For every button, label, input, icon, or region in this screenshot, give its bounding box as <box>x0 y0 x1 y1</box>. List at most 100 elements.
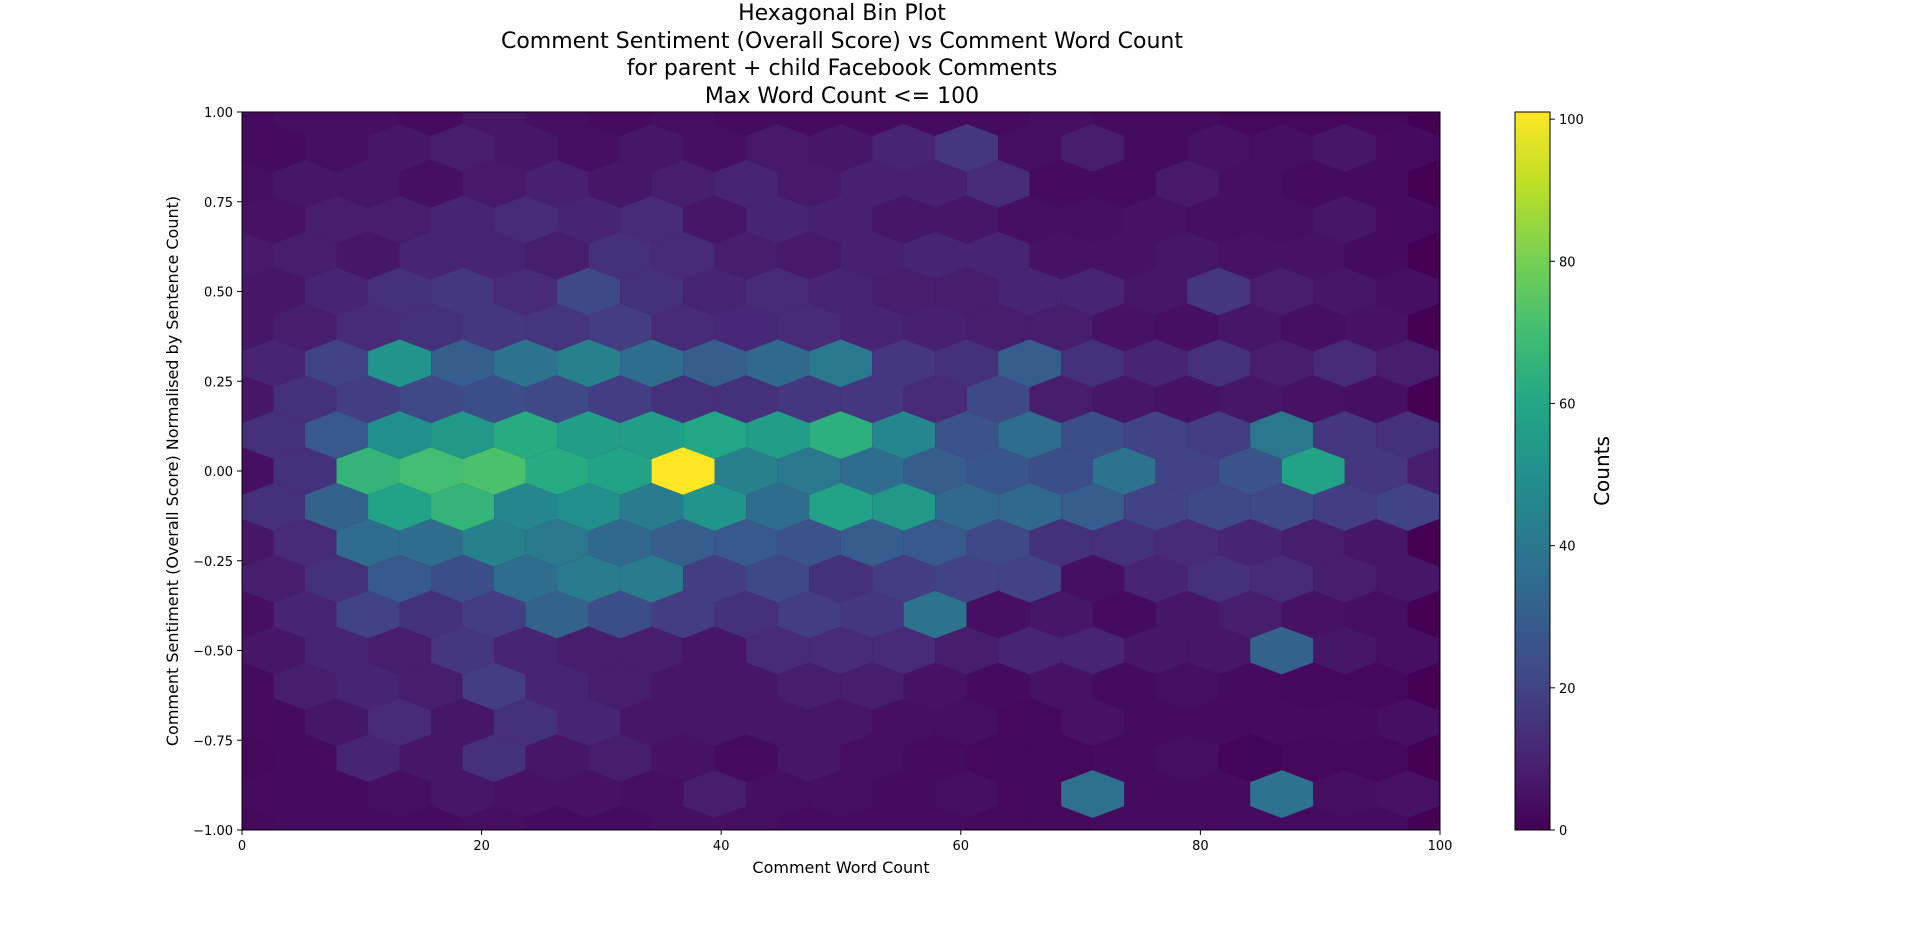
hex-bin-half-r9-c12 <box>998 770 1062 819</box>
hex-bin-full-r4-c6 <box>588 375 652 424</box>
hex-bin-half-r3-c5 <box>557 339 621 388</box>
hex-bin-half-r5-c16 <box>1250 482 1314 531</box>
hex-bin-half-r4-c12 <box>998 411 1062 460</box>
hex-bin-half-r6-c15 <box>1187 554 1251 603</box>
hex-bin-full-r10-c18 <box>1344 806 1408 830</box>
hex-bin-half-r4-c14 <box>1124 411 1188 460</box>
hex-bin-half-r5-c12 <box>998 482 1062 531</box>
hex-bin-full-r10-c10 <box>840 806 904 830</box>
hex-bin-full-r5-c19 <box>1407 447 1440 495</box>
hex-bin-full-r5-c0 <box>242 447 274 495</box>
hex-bin-half-r8-c3 <box>431 698 495 747</box>
hex-bin-full-r0-c2 <box>336 112 400 136</box>
hex-bin-half-r2-c17 <box>1313 267 1377 316</box>
hex-bin-half-r6-c14 <box>1124 554 1188 603</box>
hex-bin-half-r6-c9 <box>809 554 873 603</box>
hex-bin-full-r9-c8 <box>714 734 778 783</box>
hex-bin-half-r9-c0 <box>242 770 306 819</box>
hex-bin-full-r10-c15 <box>1155 806 1219 830</box>
hex-bin-full-r4-c13 <box>1029 375 1093 424</box>
hex-bin-full-r10-c13 <box>1029 806 1093 830</box>
hex-bin-full-r3-c15 <box>1155 303 1219 352</box>
hex-bin-half-r3-c9 <box>809 339 873 388</box>
hex-bin-full-r2-c8 <box>714 231 778 280</box>
hex-bin-full-r0-c15 <box>1155 112 1219 136</box>
hex-bin-full-r8-c8 <box>714 662 778 711</box>
hex-bin-full-r4-c4 <box>462 375 526 424</box>
hex-bin-half-r7-c0 <box>242 626 306 675</box>
hex-bin-half-r6-c11 <box>935 554 999 603</box>
hex-bin-half-r0-c1 <box>305 123 369 172</box>
hex-bin-half-r8-c4 <box>494 698 558 747</box>
hex-bin-full-r10-c9 <box>777 806 841 830</box>
hex-bin-half-r9-c9 <box>809 770 873 819</box>
hex-bin-full-r4-c0 <box>242 375 274 424</box>
hex-bin-half-r9-c14 <box>1124 770 1188 819</box>
hex-bin-half-r9-c10 <box>872 770 936 819</box>
hex-bin-full-r5-c4 <box>462 447 526 495</box>
hex-bin-full-r8-c4 <box>462 662 526 711</box>
hex-bin-half-r4-c17 <box>1313 411 1377 460</box>
hex-bin-half-r5-c5 <box>557 482 621 531</box>
hex-bin-half-r3-c4 <box>494 339 558 388</box>
hex-bin-full-r6-c16 <box>1218 518 1282 567</box>
hex-bin-half-r8-c11 <box>935 698 999 747</box>
hex-bin-half-r6-c12 <box>998 554 1062 603</box>
hex-bin-half-r6-c13 <box>1061 554 1125 603</box>
hex-bin-full-r6-c9 <box>777 518 841 567</box>
hex-bin-full-r2-c12 <box>966 231 1030 280</box>
hex-bin-half-r0-c8 <box>746 123 810 172</box>
hex-bin-half-r2-c8 <box>746 267 810 316</box>
x-tick-label: 0 <box>238 839 246 854</box>
hex-bin-full-r3-c8 <box>714 303 778 352</box>
hex-bin-full-r9-c18 <box>1344 734 1408 783</box>
y-axis: 1.00 0.75 0.50 0.25 0.00 −0.25 −0.50 −0.75 −1.00 <box>193 106 242 839</box>
hex-bin-full-r0-c16 <box>1218 112 1282 136</box>
hex-bin-half-r5-c15 <box>1187 482 1251 531</box>
hex-bin-full-r6-c18 <box>1344 518 1408 567</box>
hex-bin-full-r5-c10 <box>840 447 904 495</box>
hex-bin-full-r6-c4 <box>462 518 526 567</box>
hex-bin-full-r7-c10 <box>840 590 904 639</box>
x-tick-label: 40 <box>713 839 730 854</box>
hex-bin-full-r0-c3 <box>399 112 463 136</box>
hex-bin-half-r1-c4 <box>494 195 558 244</box>
hex-bin-half-r0-c13 <box>1061 123 1125 172</box>
hex-bin-half-r5-c17 <box>1313 482 1377 531</box>
hex-bin-full-r6-c12 <box>966 518 1030 567</box>
hex-bin-full-r2-c15 <box>1155 231 1219 280</box>
hex-bin-half-r2-c9 <box>809 267 873 316</box>
hex-bin-full-r8-c1 <box>273 662 337 711</box>
hex-bin-half-r6-c4 <box>494 554 558 603</box>
hex-bin-full-r7-c12 <box>966 590 1030 639</box>
hex-bin-half-r8-c7 <box>683 698 747 747</box>
hex-bin-half-r2-c1 <box>305 267 369 316</box>
hex-bin-half-r5-c14 <box>1124 482 1188 531</box>
hex-bin-half-r1-c5 <box>557 195 621 244</box>
hex-bin-full-r6-c7 <box>651 518 715 567</box>
hex-bin-half-r8-c1 <box>305 698 369 747</box>
hex-bin-full-r5-c18 <box>1344 447 1408 495</box>
hex-bin-full-r8-c12 <box>966 662 1030 711</box>
hex-bin-half-r1-c12 <box>998 195 1062 244</box>
hex-bin-half-r8-c5 <box>557 698 621 747</box>
hex-bin-half-r0-c18 <box>1376 123 1440 172</box>
hex-bin-full-r0-c18 <box>1344 112 1408 136</box>
hex-bin-full-r2-c1 <box>273 231 337 280</box>
hex-bin-half-r4-c0 <box>242 411 306 460</box>
hex-bin-half-r1-c13 <box>1061 195 1125 244</box>
y-tick-label: −0.50 <box>193 645 233 660</box>
hex-bin-full-r4-c10 <box>840 375 904 424</box>
hex-bin-half-r3-c3 <box>431 339 495 388</box>
hex-bin-full-r2-c4 <box>462 231 526 280</box>
hex-bin-full-r1-c1 <box>273 159 337 208</box>
hex-bin-half-r1-c18 <box>1376 195 1440 244</box>
hex-bin-half-r2-c5 <box>557 267 621 316</box>
hex-bin-full-r4-c15 <box>1155 375 1219 424</box>
hex-bin-full-r5-c13 <box>1029 447 1093 495</box>
hex-bin-half-r4-c16 <box>1250 411 1314 460</box>
hex-bin-full-r2-c2 <box>336 231 400 280</box>
hex-bin-half-r7-c1 <box>305 626 369 675</box>
hex-bin-half-r9-c3 <box>431 770 495 819</box>
hex-bin-half-r2-c14 <box>1124 267 1188 316</box>
